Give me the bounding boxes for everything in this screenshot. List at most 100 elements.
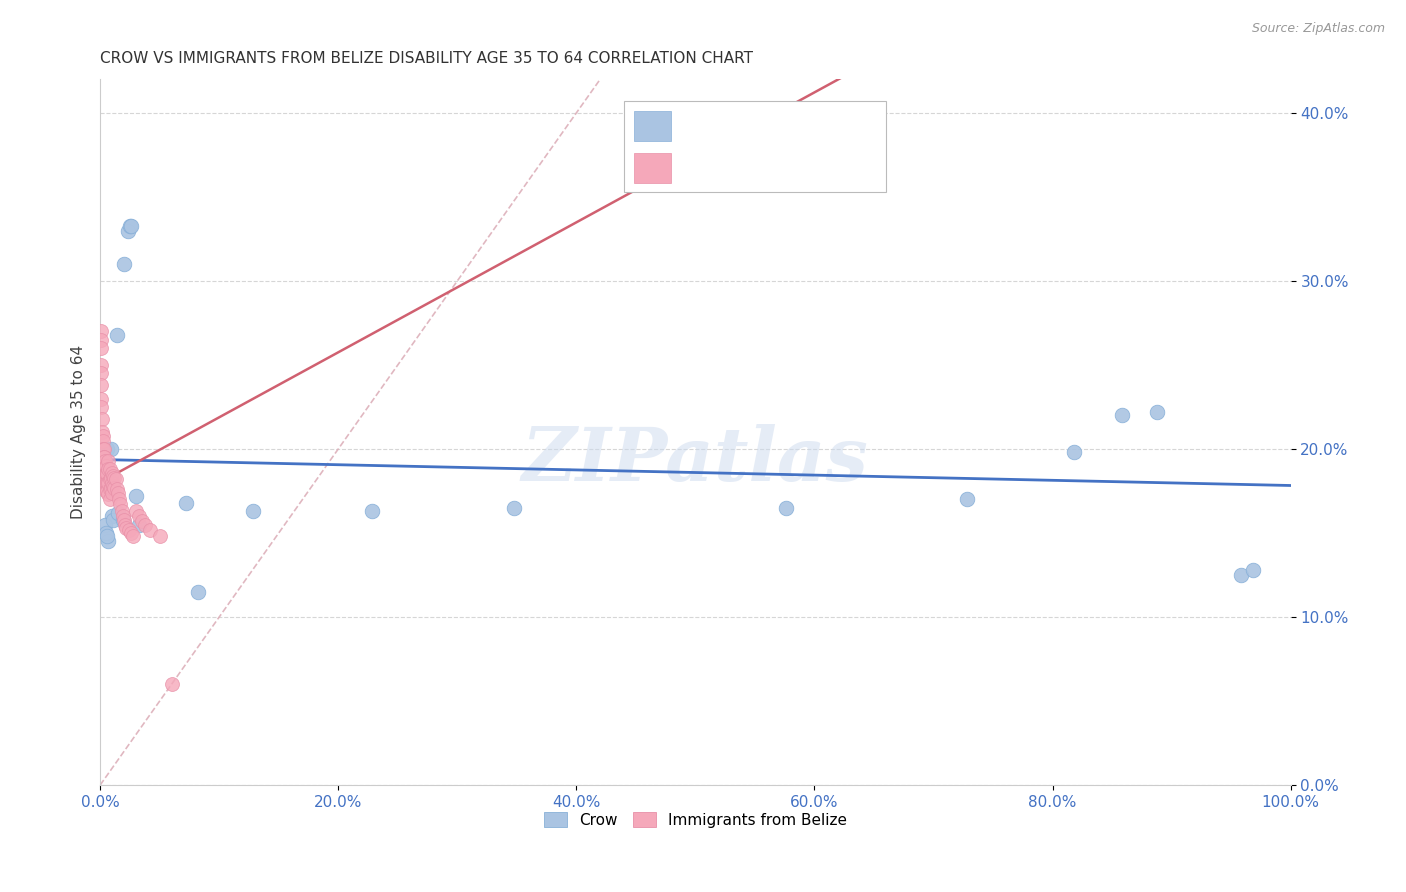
Point bbox=[112, 257, 135, 271]
Point bbox=[94, 475, 117, 490]
Point bbox=[103, 470, 125, 484]
Point bbox=[122, 529, 145, 543]
Point bbox=[110, 498, 132, 512]
Point bbox=[111, 509, 134, 524]
Point bbox=[160, 677, 183, 691]
Point bbox=[93, 450, 115, 465]
Point bbox=[93, 462, 115, 476]
Point bbox=[956, 492, 979, 507]
Point bbox=[360, 504, 382, 518]
Point bbox=[118, 219, 141, 233]
Point bbox=[98, 462, 121, 476]
Point bbox=[187, 585, 209, 599]
Point bbox=[96, 442, 118, 456]
Point bbox=[103, 469, 125, 483]
Point bbox=[98, 483, 121, 498]
Point bbox=[97, 454, 120, 468]
Point bbox=[96, 529, 118, 543]
Point bbox=[107, 485, 129, 500]
Point bbox=[107, 506, 129, 520]
Point bbox=[1229, 568, 1251, 582]
Point bbox=[91, 450, 114, 465]
Point bbox=[105, 327, 128, 342]
Point bbox=[104, 472, 127, 486]
Point bbox=[103, 481, 125, 495]
Point bbox=[100, 481, 122, 495]
Point bbox=[97, 534, 120, 549]
Point bbox=[90, 392, 112, 406]
Point bbox=[103, 479, 125, 493]
Point bbox=[1146, 405, 1168, 419]
Point bbox=[94, 526, 117, 541]
Point bbox=[91, 462, 114, 476]
Point bbox=[120, 526, 142, 541]
Point bbox=[100, 442, 122, 456]
Point bbox=[96, 475, 118, 490]
Text: ZIPatlas: ZIPatlas bbox=[522, 425, 869, 497]
Point bbox=[93, 442, 115, 456]
Point bbox=[139, 523, 162, 537]
Point bbox=[128, 517, 150, 532]
Point bbox=[93, 470, 115, 484]
Point bbox=[90, 400, 112, 414]
Point bbox=[90, 378, 112, 392]
Point bbox=[97, 475, 120, 490]
Point bbox=[90, 411, 112, 425]
Legend: Crow, Immigrants from Belize: Crow, Immigrants from Belize bbox=[537, 805, 853, 834]
Point bbox=[96, 467, 118, 482]
Point bbox=[174, 496, 197, 510]
Point bbox=[94, 483, 117, 498]
Point bbox=[94, 517, 117, 532]
Point bbox=[101, 509, 124, 524]
Point bbox=[1063, 445, 1085, 459]
Point bbox=[125, 504, 148, 518]
Point bbox=[100, 470, 122, 484]
Point bbox=[118, 523, 141, 537]
Point bbox=[94, 454, 117, 468]
Point bbox=[90, 367, 112, 381]
Point bbox=[115, 521, 138, 535]
Point bbox=[90, 358, 112, 372]
Point bbox=[110, 504, 132, 518]
Point bbox=[90, 425, 112, 440]
Point bbox=[97, 487, 120, 501]
Point bbox=[105, 483, 128, 497]
Point bbox=[97, 462, 120, 476]
Point bbox=[90, 333, 112, 347]
Point bbox=[114, 517, 136, 532]
Point bbox=[101, 475, 124, 490]
Point bbox=[91, 428, 114, 442]
Point bbox=[101, 485, 124, 500]
Point bbox=[98, 492, 121, 507]
Point bbox=[91, 470, 114, 484]
Point bbox=[128, 509, 150, 524]
Point bbox=[101, 466, 124, 480]
Point bbox=[93, 450, 115, 465]
Point bbox=[94, 467, 117, 482]
Point bbox=[111, 513, 134, 527]
Point bbox=[94, 462, 117, 476]
Point bbox=[91, 442, 114, 456]
Text: CROW VS IMMIGRANTS FROM BELIZE DISABILITY AGE 35 TO 64 CORRELATION CHART: CROW VS IMMIGRANTS FROM BELIZE DISABILIT… bbox=[100, 51, 754, 66]
Point bbox=[1241, 563, 1264, 577]
Point bbox=[775, 500, 797, 515]
Point bbox=[103, 513, 125, 527]
Point bbox=[503, 500, 526, 515]
Point bbox=[131, 514, 153, 528]
Point bbox=[96, 467, 118, 482]
Point bbox=[98, 472, 121, 486]
Point bbox=[120, 219, 142, 233]
Y-axis label: Disability Age 35 to 64: Disability Age 35 to 64 bbox=[72, 345, 86, 519]
Point bbox=[98, 483, 121, 497]
Point bbox=[94, 470, 117, 484]
Point bbox=[125, 489, 148, 503]
Text: Source: ZipAtlas.com: Source: ZipAtlas.com bbox=[1251, 22, 1385, 36]
Point bbox=[112, 513, 135, 527]
Point bbox=[96, 483, 118, 498]
Point bbox=[1111, 409, 1133, 423]
Point bbox=[149, 529, 172, 543]
Point bbox=[117, 223, 139, 237]
Point bbox=[134, 517, 156, 532]
Point bbox=[242, 504, 264, 518]
Point bbox=[91, 434, 114, 448]
